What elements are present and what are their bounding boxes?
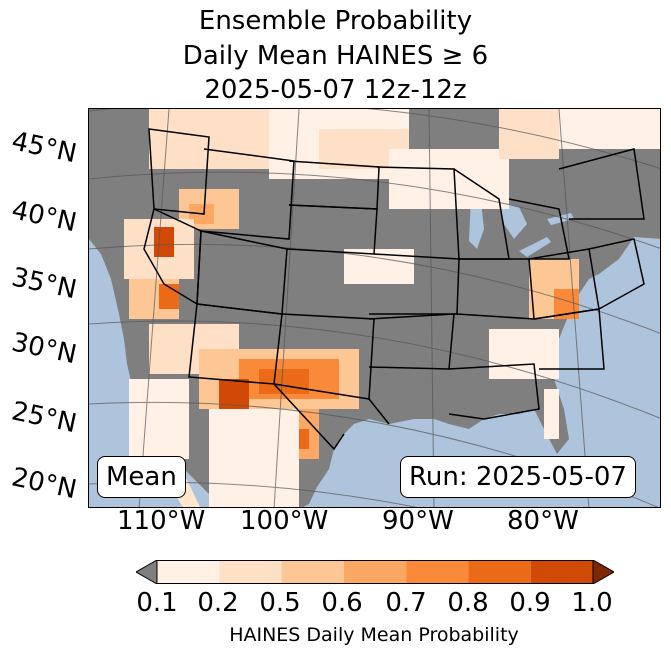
- lat-label-20: 20°N: [8, 462, 80, 506]
- map-canvas: [89, 109, 660, 507]
- lon-label-90: 90°W: [382, 506, 454, 536]
- colorbar-segment: [157, 560, 220, 584]
- lon-label-100: 100°W: [240, 506, 329, 536]
- colorbar-tick-1: 0.2: [197, 588, 239, 618]
- probability-patches: [124, 109, 660, 507]
- lat-label-45: 45°N: [8, 126, 80, 170]
- colorbar-tick-3: 0.6: [321, 588, 363, 618]
- colorbar-tick-2: 0.5: [259, 588, 301, 618]
- lat-label-40: 40°N: [8, 195, 80, 239]
- title-line-1: Ensemble Probability: [198, 6, 473, 36]
- run-label: Run: 2025-05-07: [400, 456, 636, 498]
- lake-erie: [519, 237, 551, 257]
- colorbar-over-arrow: [592, 560, 614, 584]
- mean-label: Mean: [97, 456, 186, 498]
- lon-label-110: 110°W: [117, 506, 206, 536]
- lon-label-80: 80°W: [507, 506, 579, 536]
- graticule: [89, 109, 660, 507]
- colorbar-tick-0: 0.1: [136, 588, 178, 618]
- colorbar-tick-6: 0.9: [509, 588, 551, 618]
- colorbar-tick-5: 0.8: [447, 588, 489, 618]
- lake-michigan: [469, 197, 484, 249]
- title-line-3: 2025-05-07 12z-12z: [204, 75, 467, 105]
- colorbar-under-arrow: [136, 560, 158, 584]
- colorbar-segment: [406, 560, 469, 584]
- probability-map: [88, 108, 661, 508]
- colorbar-segment: [281, 560, 344, 584]
- state-borders: [143, 128, 645, 451]
- lat-label-35: 35°N: [8, 262, 80, 306]
- colorbar-segment: [530, 560, 593, 584]
- colorbar-segment: [343, 560, 407, 584]
- colorbar-tick-4: 0.7: [385, 588, 427, 618]
- colorbar: [136, 560, 614, 584]
- title-line-2: Daily Mean HAINES ≥ 6: [182, 41, 489, 71]
- lat-label-30: 30°N: [8, 327, 80, 371]
- colorbar-label: HAINES Daily Mean Probability: [229, 624, 519, 646]
- colorbar-segment: [468, 560, 531, 584]
- colorbar-frame: [156, 560, 594, 584]
- colorbar-tick-7: 1.0: [571, 588, 613, 618]
- lat-label-25: 25°N: [8, 396, 80, 440]
- colorbar-segment: [219, 560, 282, 584]
- lake-huron: [499, 201, 527, 239]
